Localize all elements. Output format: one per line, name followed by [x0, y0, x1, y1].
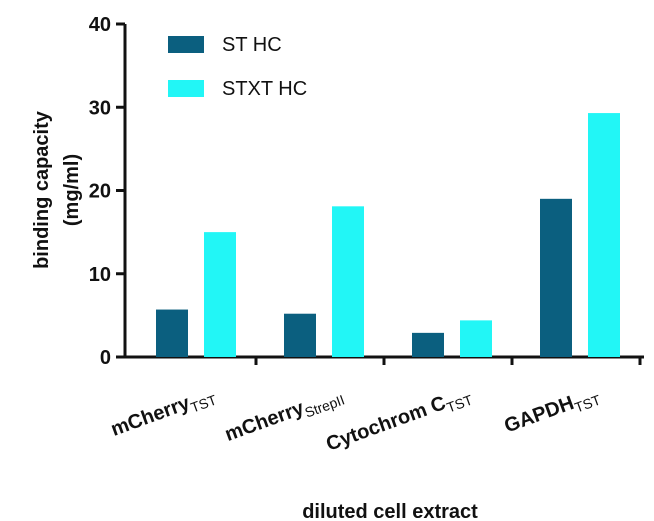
bar	[588, 113, 620, 357]
category-name: mCherry	[108, 392, 194, 441]
y-tick-label: 30	[89, 97, 111, 119]
y-tick-label: 0	[100, 347, 111, 369]
x-tick-label: GAPDHTST	[501, 383, 603, 440]
x-tick-label: mCherryTST	[108, 383, 219, 444]
bar	[156, 309, 188, 357]
y-axis-title: binding capacity	[31, 110, 53, 269]
legend-swatch	[168, 80, 204, 97]
bar	[412, 332, 444, 357]
bar	[332, 206, 364, 357]
bar	[460, 320, 492, 357]
y-tick-label: 10	[89, 264, 111, 286]
x-tick-label: Cytochrom CTST	[323, 383, 475, 459]
category-subscript: TST	[188, 391, 219, 415]
category-name: mCherry	[222, 397, 308, 446]
category-subscript: TST	[444, 391, 475, 415]
x-axis-title: diluted cell extract	[302, 501, 478, 521]
legend-label: STXT HC	[222, 78, 307, 100]
bar	[204, 232, 236, 357]
y-tick-label: 20	[89, 181, 111, 203]
legend-label: ST HC	[222, 34, 282, 56]
bar	[540, 198, 572, 357]
category-subscript: TST	[572, 391, 603, 415]
legend-swatch	[168, 36, 204, 53]
category-subscript: StrepII	[303, 391, 347, 420]
y-axis-title: (mg/ml)	[61, 154, 83, 226]
y-tick-label: 40	[89, 14, 111, 36]
category-name: GAPDH	[501, 392, 576, 437]
bar	[284, 313, 316, 357]
